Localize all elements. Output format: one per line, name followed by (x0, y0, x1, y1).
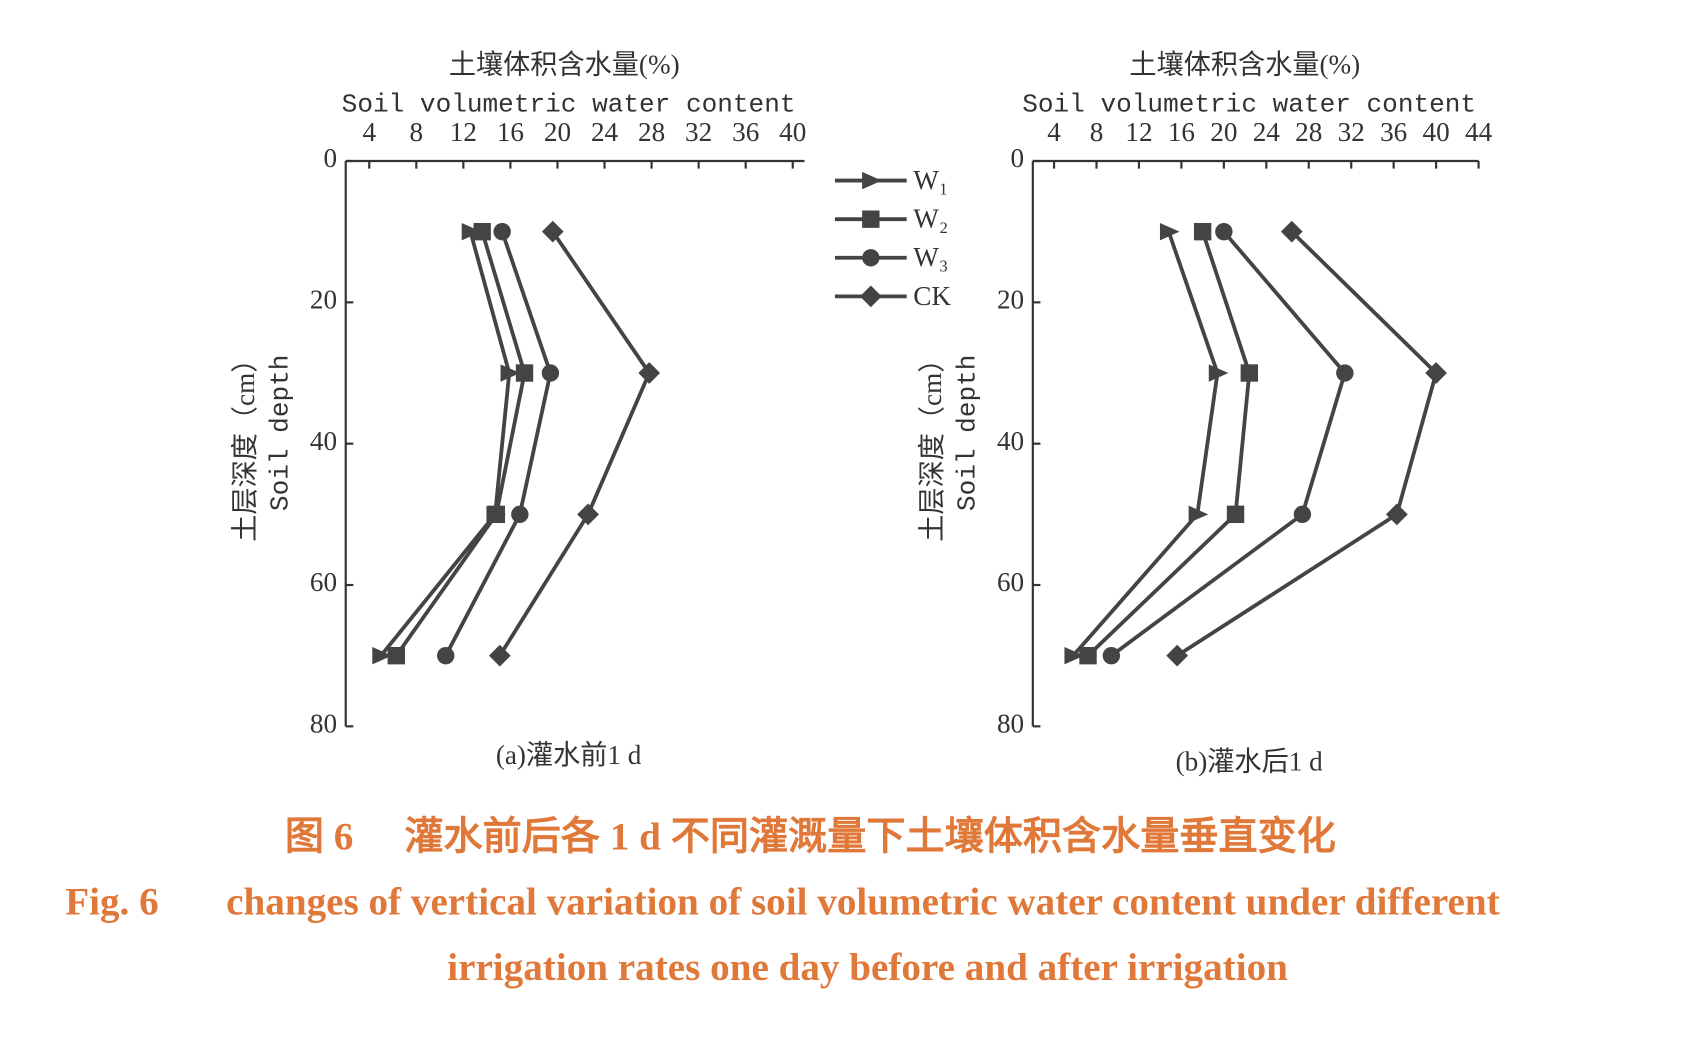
caption-title-cn: 灌水前后各 1 d 不同灌溉量下土壤体积含水量垂直变化 (404, 815, 1335, 858)
marker (577, 503, 599, 526)
marker (1215, 222, 1233, 241)
series-line (444, 231, 553, 657)
y-tick-label: 40 (310, 426, 337, 456)
x-tick-label: 36 (1380, 117, 1407, 147)
x-tick-label: 4 (1047, 117, 1061, 147)
marker (511, 505, 529, 524)
x-axis-title: Soil volumetric water content (342, 89, 796, 119)
y-tick-label: 60 (310, 567, 337, 597)
marker (1188, 505, 1209, 524)
marker (372, 646, 392, 665)
x-tick-label: 32 (685, 117, 712, 147)
series-line (1071, 231, 1220, 657)
y-tick-label: 80 (310, 709, 337, 739)
x-tick-label: 24 (1253, 117, 1281, 147)
y-tick-label: 0 (323, 143, 337, 173)
panel-subtitle: (a)灌水前1 d (496, 740, 642, 770)
marker (488, 644, 511, 667)
x-tick-label: 16 (497, 117, 524, 147)
legend-marker (859, 285, 882, 308)
marker (1208, 364, 1229, 382)
x-tick-label: 12 (1125, 117, 1152, 147)
x-tick-label: 12 (450, 117, 477, 147)
x-axis-title: 土壤体积含水量(%) (1129, 50, 1360, 80)
marker (1293, 505, 1312, 524)
series-line (379, 231, 512, 657)
caption-title-en: irrigation rates one day before and afte… (447, 946, 1288, 989)
marker (461, 222, 482, 241)
y-tick-label: 20 (997, 285, 1024, 315)
x-tick-label: 32 (1338, 117, 1365, 147)
marker (541, 220, 564, 243)
marker (1102, 646, 1121, 665)
marker (493, 222, 511, 241)
legend-label: W₃ (913, 242, 948, 272)
x-tick-label: 8 (1090, 117, 1104, 147)
x-tick-label: 28 (1295, 117, 1322, 147)
marker (541, 364, 560, 382)
x-tick-label: 24 (591, 117, 619, 147)
y-axis-title: Soil depth (265, 355, 295, 512)
marker (1280, 220, 1303, 243)
x-tick-label: 4 (362, 117, 376, 147)
caption-figure-cn: 图 6 (285, 815, 353, 858)
y-axis-title: Soil depth (952, 355, 982, 511)
x-tick-label: 40 (779, 117, 806, 147)
marker (487, 505, 505, 524)
marker (500, 364, 521, 382)
marker (638, 362, 661, 384)
x-tick-label: 20 (544, 117, 571, 147)
legend-label: W₂ (913, 204, 948, 234)
marker (473, 222, 491, 241)
series-line (1086, 231, 1252, 658)
marker (1385, 503, 1408, 526)
x-tick-label: 28 (638, 117, 665, 147)
y-tick-label: 0 (1011, 143, 1025, 173)
y-tick-label: 20 (310, 285, 337, 315)
y-axis-title: 土层深度（cm） (917, 346, 947, 542)
series-line (498, 230, 652, 657)
marker (1166, 644, 1189, 667)
marker (1336, 364, 1354, 382)
marker (1226, 505, 1245, 524)
legend-marker (862, 171, 882, 190)
marker (1064, 646, 1085, 665)
y-tick-label: 40 (997, 426, 1024, 456)
x-tick-label: 36 (732, 117, 759, 147)
series-line (394, 231, 527, 657)
x-axis-title: Soil volumetric water content (1022, 89, 1476, 119)
marker (1079, 646, 1097, 665)
legend-marker (862, 210, 880, 228)
x-tick-label: 8 (410, 117, 424, 147)
legend-marker (862, 249, 880, 267)
series-line (1110, 230, 1347, 658)
x-tick-label: 44 (1465, 117, 1493, 147)
marker (1193, 222, 1212, 241)
x-axis-title: 土壤体积含水量(%) (449, 50, 680, 80)
series-line (1176, 230, 1439, 658)
marker (1240, 364, 1259, 382)
marker (387, 646, 406, 665)
legend-label: W₁ (913, 165, 948, 195)
x-tick-label: 40 (1423, 117, 1450, 147)
x-tick-label: 20 (1210, 117, 1237, 147)
panel-subtitle: (b)灌水后1 d (1176, 747, 1324, 777)
x-tick-label: 16 (1168, 117, 1195, 147)
marker (437, 646, 455, 665)
caption-title-en: changes of vertical variation of soil vo… (226, 881, 1500, 924)
marker (515, 364, 534, 382)
y-axis-title: 土层深度（cm） (230, 346, 260, 542)
y-tick-label: 60 (997, 567, 1024, 597)
legend-label: CK (913, 281, 951, 311)
y-tick-label: 80 (997, 709, 1024, 739)
marker (1159, 222, 1180, 241)
caption-figure-en: Fig. 6 (65, 881, 158, 924)
